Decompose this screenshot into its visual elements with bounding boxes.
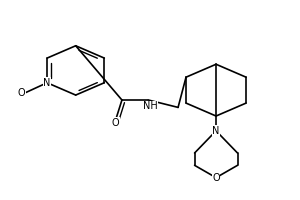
Text: N: N bbox=[44, 78, 51, 88]
Text: O: O bbox=[212, 173, 220, 183]
Text: O: O bbox=[112, 118, 119, 128]
Text: NH: NH bbox=[142, 101, 158, 111]
Text: O: O bbox=[18, 88, 26, 98]
Text: N: N bbox=[212, 126, 220, 136]
